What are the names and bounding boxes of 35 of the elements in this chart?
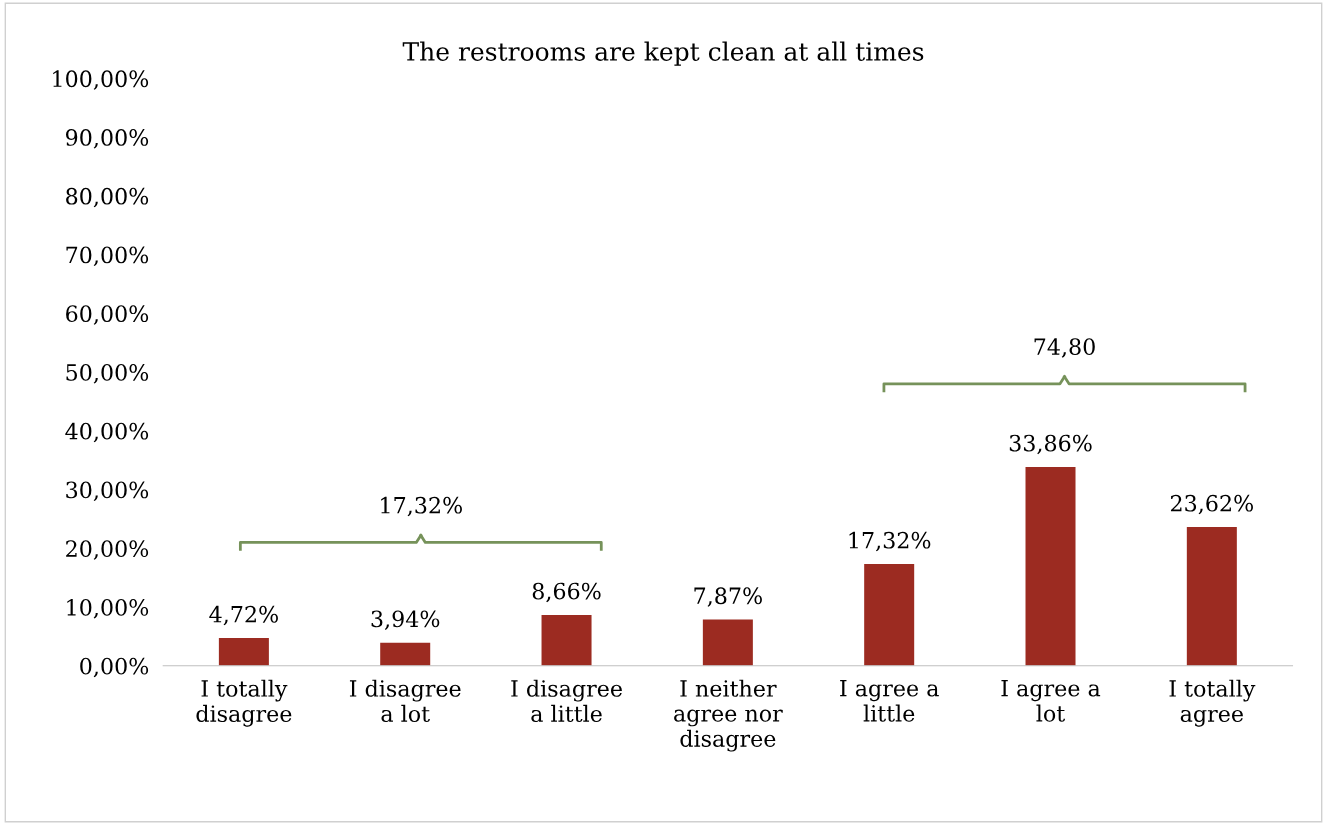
bar (1025, 466, 1076, 666)
data-label: 23,62% (1170, 494, 1253, 515)
data-label: 17,32% (849, 531, 931, 552)
y-tick-label: 80,00% (66, 187, 149, 208)
bar (864, 564, 915, 666)
x-tick-label: I totally disagree (196, 679, 292, 727)
data-label: 33,86% (1009, 434, 1092, 455)
y-tick-label: 100,00% (53, 70, 149, 90)
x-tick-label: I disagree a little (511, 679, 622, 723)
y-tick-label: 40,00% (65, 422, 149, 443)
x-tick-label: I agree a little (840, 680, 939, 722)
data-label: 8,66% (532, 582, 601, 603)
bar (380, 642, 431, 666)
bar (218, 638, 269, 666)
y-tick-label: 20,00% (66, 540, 149, 560)
y-tick-label: 70,00% (66, 246, 149, 267)
x-tick-label: I disagree a lot (349, 679, 461, 723)
x-tick-label: I neither agree nor disagree (674, 679, 783, 752)
y-tick-label: 10,00% (67, 598, 149, 619)
data-label: 7,87% (694, 587, 762, 607)
y-tick-label: 50,00% (66, 364, 149, 384)
x-tick-label: I agree a lot (1001, 680, 1101, 722)
chart-title: The restrooms are kept clean at all times (402, 41, 924, 66)
y-tick-label: 60,00% (66, 305, 149, 325)
y-tick-label: 90,00% (66, 129, 149, 149)
bar (1186, 527, 1237, 666)
annotation: 74,80 (1034, 338, 1095, 358)
bar (702, 619, 753, 666)
y-tick-label: 30,00% (66, 481, 149, 502)
data-label: 4,72% (209, 605, 278, 626)
data-label: 3,94% (371, 610, 440, 630)
y-tick-label: 0,00% (80, 657, 149, 678)
x-tick-label: I totally agree (1169, 679, 1256, 727)
annotation: 17,32% (381, 496, 462, 517)
bar (541, 614, 592, 666)
